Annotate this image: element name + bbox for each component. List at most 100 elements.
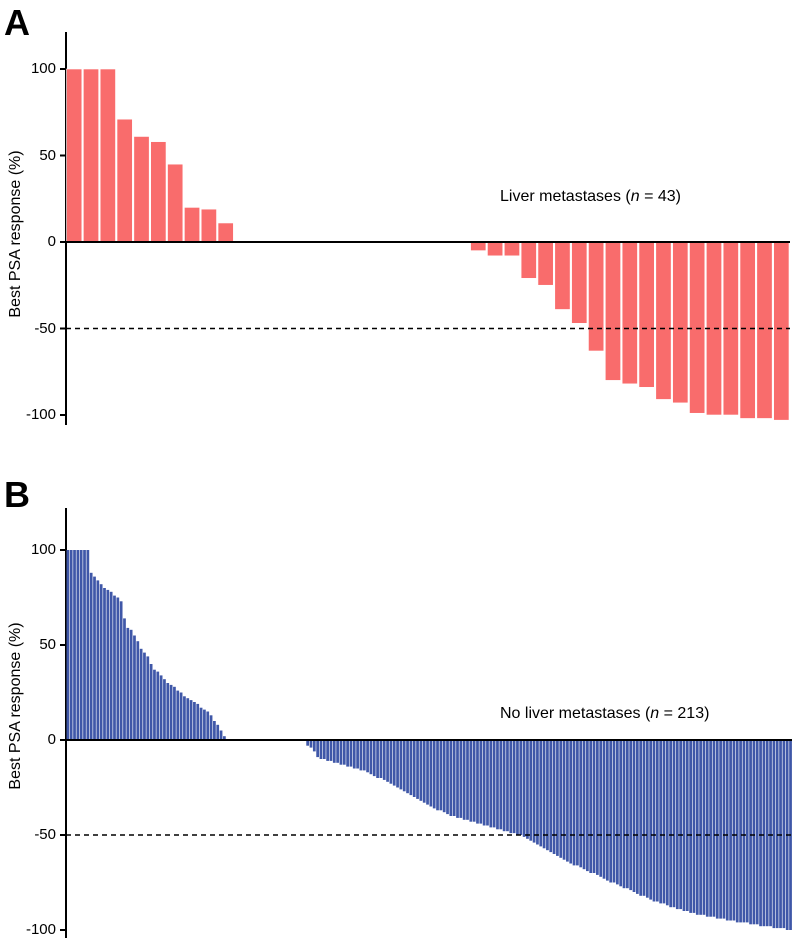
bar-b bbox=[482, 740, 486, 826]
bar-b bbox=[339, 740, 343, 765]
bar-b bbox=[556, 740, 559, 856]
bar-b bbox=[466, 740, 469, 820]
bar-b bbox=[432, 740, 436, 809]
bar-b bbox=[456, 740, 459, 818]
bar-b bbox=[189, 700, 193, 740]
bar-b bbox=[159, 675, 163, 740]
bar-b bbox=[509, 740, 513, 834]
bar-b bbox=[709, 740, 712, 917]
bar-b bbox=[536, 740, 539, 845]
bar-b bbox=[126, 627, 130, 740]
bar-a bbox=[739, 241, 756, 419]
bar-a bbox=[773, 241, 790, 421]
bar-b bbox=[386, 740, 389, 782]
bar-b bbox=[219, 730, 223, 740]
bar-b bbox=[83, 550, 86, 740]
bar-b bbox=[469, 740, 473, 822]
panel-letter-a: A bbox=[4, 2, 30, 43]
bar-b bbox=[546, 740, 549, 851]
bar-b bbox=[396, 740, 399, 788]
y-tick-label-a: -50 bbox=[34, 319, 56, 337]
bar-b bbox=[179, 692, 183, 740]
bar-a bbox=[756, 241, 773, 419]
bar-b bbox=[649, 740, 653, 900]
bar-b bbox=[645, 740, 649, 898]
bar-b bbox=[602, 740, 606, 879]
bar-b bbox=[176, 690, 180, 740]
bar-b bbox=[692, 740, 696, 913]
y-tick-label-b: -50 bbox=[34, 826, 56, 843]
waterfall-chart-b bbox=[60, 508, 792, 938]
y-tick-label-b: 0 bbox=[47, 731, 56, 748]
bar-b bbox=[749, 740, 752, 925]
bar-b bbox=[163, 679, 166, 740]
bar-b bbox=[326, 740, 329, 761]
bar-b bbox=[206, 711, 210, 740]
bar-b bbox=[429, 740, 433, 807]
bar-a bbox=[554, 241, 571, 310]
bar-b bbox=[146, 656, 150, 740]
bar-b bbox=[492, 740, 496, 828]
bar-b bbox=[446, 740, 449, 815]
bar-b bbox=[752, 740, 756, 925]
bar-b bbox=[769, 740, 772, 927]
bar-b bbox=[596, 740, 599, 875]
bar-b bbox=[486, 740, 489, 826]
bar-a bbox=[588, 241, 605, 352]
bar-b bbox=[599, 740, 603, 877]
bar-a bbox=[217, 222, 234, 243]
bar-a bbox=[200, 208, 217, 243]
bar-b bbox=[369, 740, 373, 775]
bar-a bbox=[66, 68, 83, 243]
bar-b bbox=[416, 740, 419, 799]
bar-b bbox=[139, 648, 143, 740]
bar-b bbox=[675, 740, 679, 910]
bar-a bbox=[689, 241, 706, 414]
bar-b bbox=[426, 740, 429, 805]
bar-b bbox=[639, 740, 643, 896]
bar-b bbox=[352, 740, 356, 769]
bar-b bbox=[689, 740, 692, 913]
bar-b bbox=[562, 740, 566, 860]
bar-b bbox=[209, 715, 213, 740]
bar-b bbox=[336, 740, 339, 763]
bar-b bbox=[695, 740, 699, 915]
bar-b bbox=[522, 740, 526, 837]
bar-b bbox=[762, 740, 766, 927]
bar-b bbox=[496, 740, 499, 830]
bar-b bbox=[712, 740, 716, 917]
bar-b bbox=[379, 740, 383, 778]
bar-b bbox=[173, 686, 176, 740]
bar-b bbox=[765, 740, 769, 927]
bar-b bbox=[612, 740, 616, 883]
bar-a bbox=[99, 68, 116, 243]
bar-b bbox=[729, 740, 732, 921]
bar-b bbox=[526, 740, 529, 839]
bar-b bbox=[452, 740, 456, 816]
bar-b bbox=[216, 724, 220, 740]
y-tick-label-b: -100 bbox=[25, 921, 56, 938]
bar-a bbox=[571, 241, 588, 324]
bar-a bbox=[487, 241, 504, 257]
bar-b bbox=[342, 740, 346, 765]
bar-b bbox=[412, 740, 416, 797]
y-tick-label-b: 50 bbox=[39, 636, 56, 653]
bar-b bbox=[389, 740, 393, 784]
bar-b bbox=[679, 740, 683, 910]
bar-b bbox=[476, 740, 479, 824]
bar-a bbox=[470, 241, 487, 251]
bar-b bbox=[113, 595, 116, 740]
bar-b bbox=[512, 740, 516, 834]
bar-b bbox=[732, 740, 736, 921]
panel-a: A Best PSA response (%) 100 50 0 -50 -100 Li… bbox=[0, 0, 796, 470]
bar-b bbox=[705, 740, 709, 917]
bar-b bbox=[133, 635, 136, 740]
bar-b bbox=[642, 740, 646, 896]
bar-b bbox=[419, 740, 423, 801]
bar-b bbox=[569, 740, 573, 864]
bar-b bbox=[682, 740, 686, 911]
bar-a bbox=[655, 241, 672, 400]
bar-b bbox=[203, 709, 206, 740]
bar-b bbox=[499, 740, 503, 830]
bar-b bbox=[439, 740, 443, 811]
